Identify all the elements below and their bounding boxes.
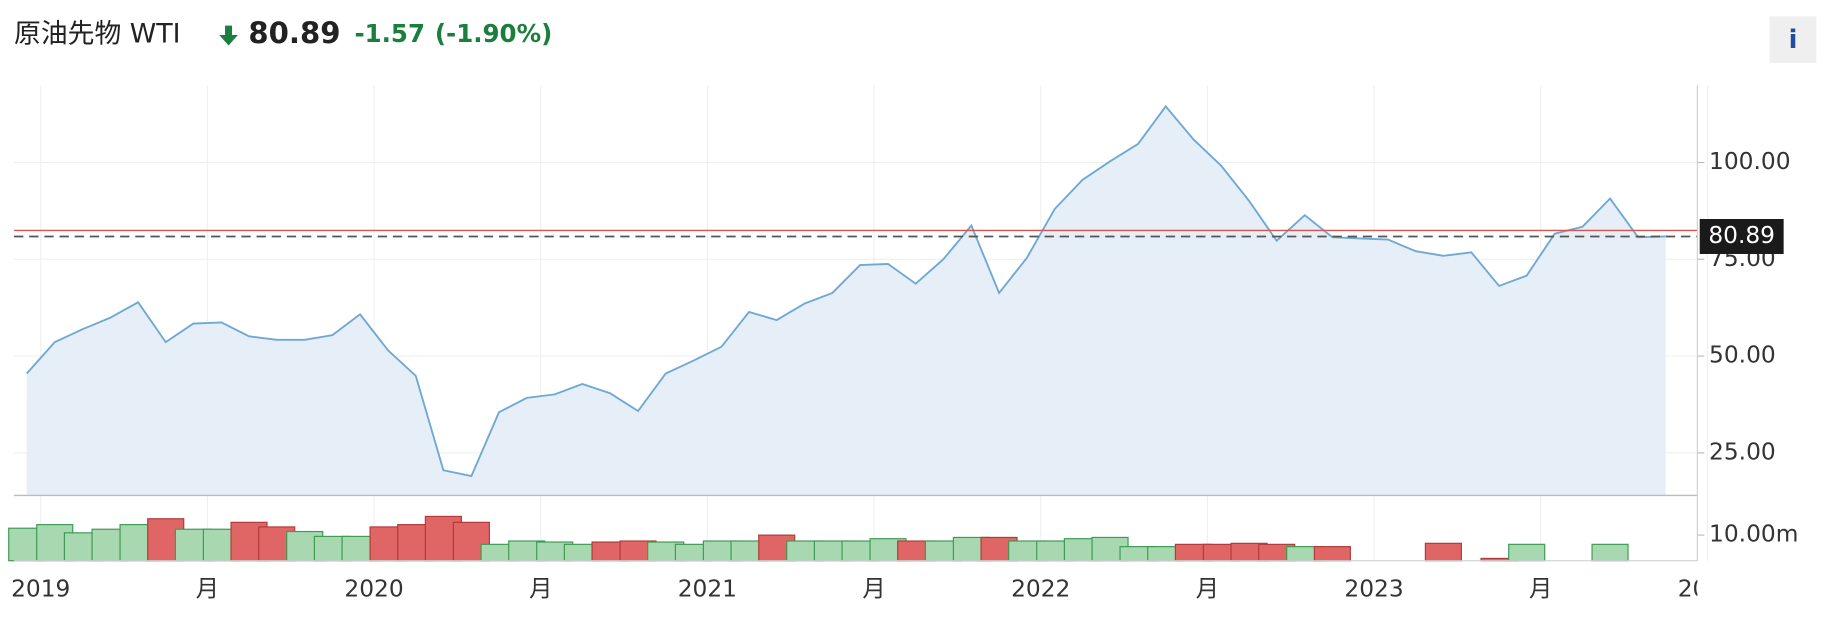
y-tick-label: 10.00m (1709, 521, 1798, 548)
volume-bar (1313, 546, 1351, 562)
down-arrow (219, 25, 238, 46)
x-tick-label: 月 (529, 575, 552, 602)
price-line (26, 104, 1666, 478)
x-tick-label: 月 (1196, 575, 1219, 602)
volume-bar (1508, 543, 1546, 562)
x-tick-label: 2024 (1678, 575, 1737, 602)
price-area (26, 106, 1666, 496)
x-tick-label: 2021 (678, 575, 737, 602)
price-change-percent: (-1.90%) (435, 19, 552, 48)
info-icon[interactable]: i (1789, 25, 1798, 55)
x-tick-label: 2023 (1344, 575, 1403, 602)
x-tick-label: 月 (1529, 575, 1552, 602)
x-tick-label: 月 (862, 575, 885, 602)
last-price-box (1699, 219, 1784, 254)
last-price: 80.89 (248, 16, 340, 50)
price-change: -1.57 (354, 19, 425, 48)
x-tick-label: 2019 (11, 575, 70, 602)
y-tick-label: 25.00 (1709, 438, 1776, 465)
x-tick-label: 月 (196, 575, 219, 602)
instrument-title: 原油先物 WTI (14, 18, 180, 49)
info-button[interactable] (1769, 16, 1817, 63)
volume-bar (1591, 543, 1629, 562)
x-tick-label: 2022 (1011, 575, 1070, 602)
x-tick-label: 2020 (344, 575, 403, 602)
last-price-label: 80.89 (1708, 222, 1775, 249)
y-tick-label: 100.00 (1709, 148, 1791, 175)
volume-bar (1424, 542, 1462, 562)
y-tick-label: 50.00 (1709, 342, 1776, 369)
